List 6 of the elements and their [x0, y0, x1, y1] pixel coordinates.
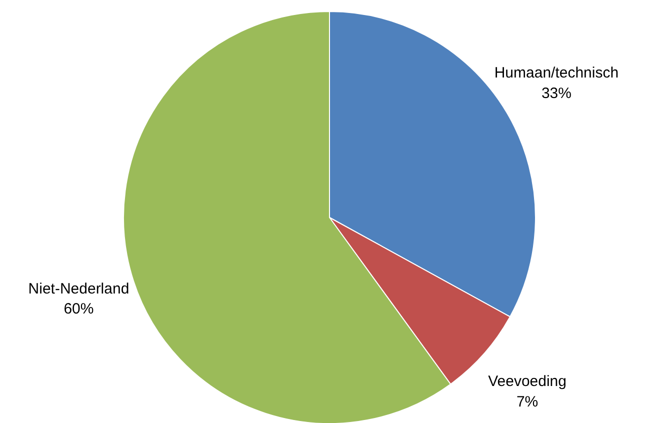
data-label: 33% [541, 84, 572, 102]
slice-label: Veevoeding [488, 373, 566, 390]
slice-label: Humaan/technisch [494, 64, 619, 82]
data-label: 60% [64, 300, 94, 318]
data-label: 7% [516, 394, 538, 411]
slice-label: Niet-Nederland [28, 280, 130, 298]
